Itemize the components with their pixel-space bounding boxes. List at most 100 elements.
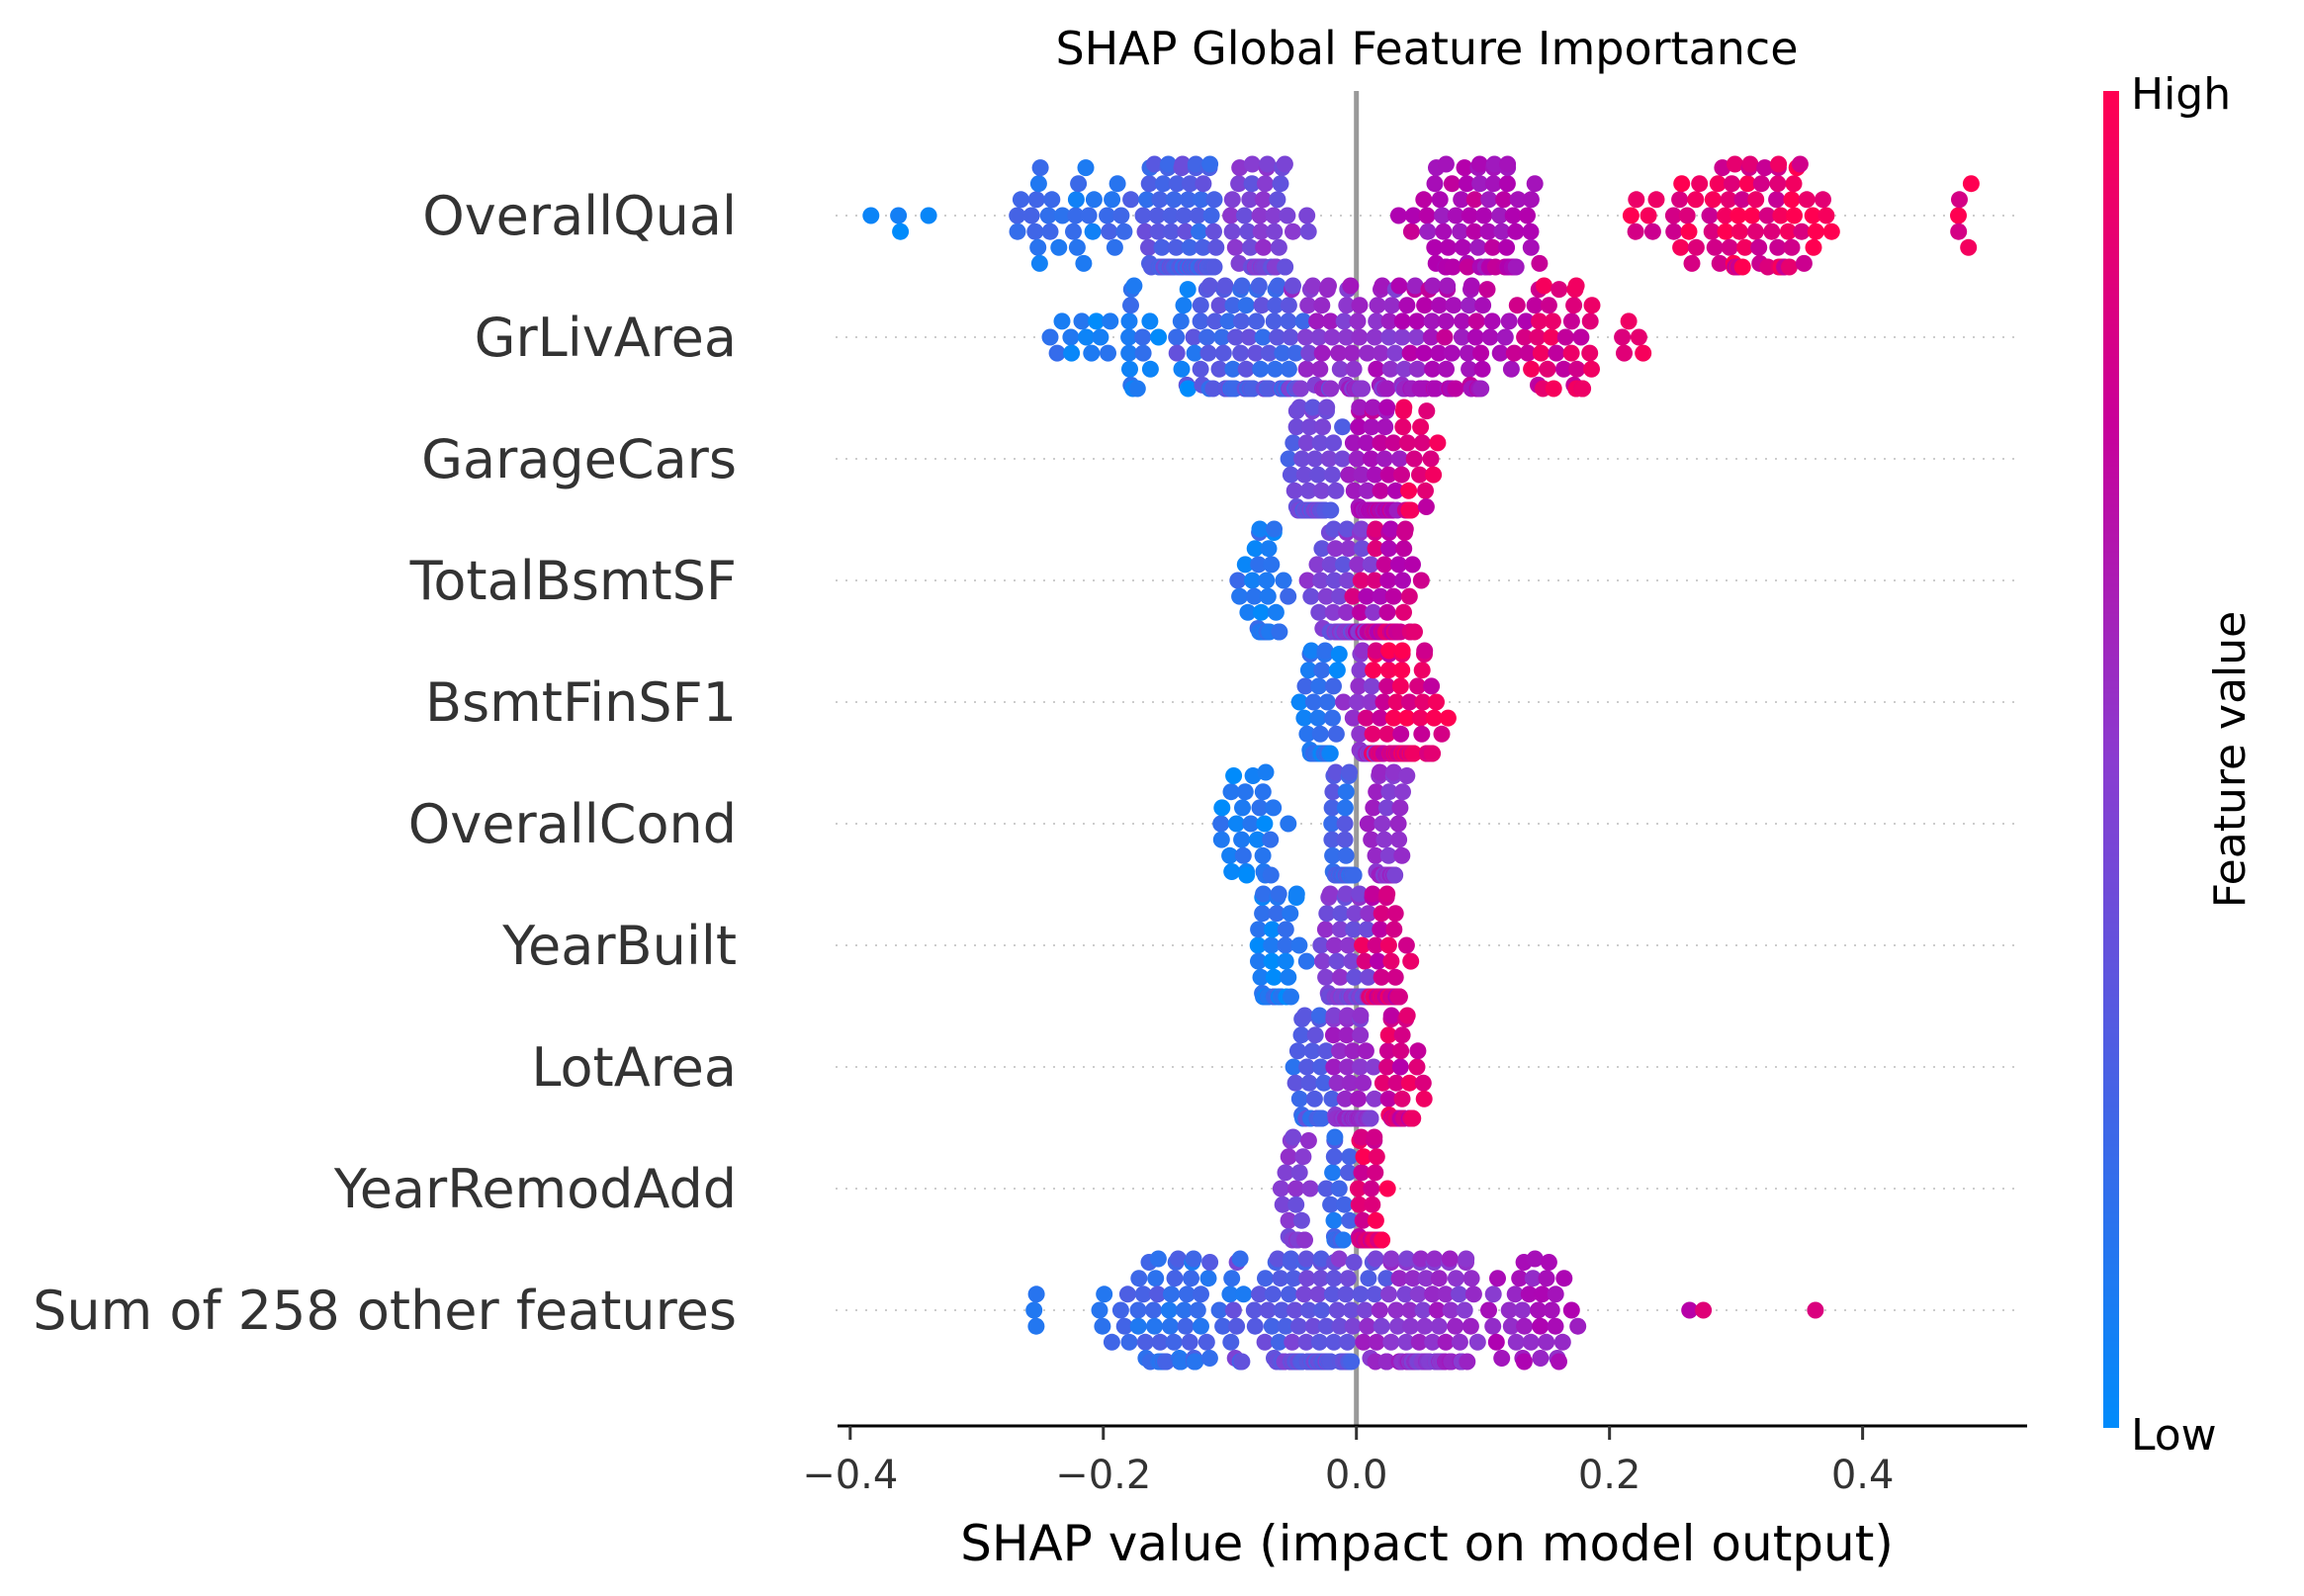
shap-point	[1359, 815, 1376, 833]
shap-point	[1129, 1317, 1147, 1335]
shap-point	[1532, 344, 1550, 362]
shap-point	[1508, 297, 1526, 314]
shap-point	[1029, 175, 1047, 193]
shap-point	[1364, 885, 1381, 903]
shap-point	[1379, 936, 1397, 954]
shap-point	[1680, 222, 1698, 240]
shap-point	[1349, 1180, 1367, 1197]
shap-point	[1437, 1333, 1455, 1351]
shap-point	[1363, 418, 1380, 436]
shap-point	[1352, 1286, 1370, 1303]
shap-point	[1372, 344, 1389, 362]
shap-point	[1397, 1333, 1415, 1351]
shap-point	[1711, 254, 1728, 272]
shap-point	[1276, 155, 1293, 173]
shap-point	[1532, 1350, 1550, 1367]
shap-point	[1300, 344, 1318, 362]
shap-point	[1681, 1301, 1699, 1319]
shap-point	[1337, 846, 1355, 864]
shap-point	[1480, 1301, 1497, 1319]
shap-point	[1484, 175, 1502, 193]
shap-point	[1367, 846, 1384, 864]
shap-point	[1298, 207, 1316, 224]
shap-point	[1386, 482, 1404, 499]
shap-point	[1277, 1317, 1294, 1335]
shap-point	[1342, 277, 1360, 295]
shap-point	[1160, 1301, 1178, 1319]
shap-point	[1224, 1301, 1242, 1319]
shap-point	[1505, 344, 1523, 362]
feature-label: GrLivArea	[475, 307, 737, 369]
shap-point	[1120, 344, 1138, 362]
shap-point	[1409, 1042, 1427, 1060]
shap-point	[1366, 1286, 1383, 1303]
shap-point	[1406, 277, 1424, 295]
shap-point	[1304, 399, 1322, 416]
shap-point	[1175, 297, 1193, 314]
shap-point	[1738, 175, 1756, 193]
shap-point	[1312, 572, 1330, 589]
shap-point	[1239, 222, 1257, 240]
shap-point	[1367, 936, 1384, 954]
shap-point	[1386, 968, 1404, 986]
shap-point	[1243, 155, 1261, 173]
shap-point	[1249, 936, 1267, 954]
shap-point	[1200, 1350, 1218, 1367]
shap-point	[1365, 662, 1382, 679]
shap-point	[1343, 344, 1361, 362]
shap-point	[1216, 277, 1234, 295]
shap-point	[1325, 1333, 1343, 1351]
shap-point	[1338, 297, 1356, 314]
shap-point	[1434, 207, 1452, 224]
shap-point	[1337, 1286, 1355, 1303]
shap-point	[1310, 1007, 1328, 1024]
feature-label: OverallCond	[408, 793, 737, 855]
shap-point	[1822, 222, 1840, 240]
shap-point	[1717, 207, 1734, 224]
x-tick-label: 0.0	[1325, 1453, 1388, 1498]
shap-point	[1554, 360, 1572, 378]
shap-point	[1416, 297, 1434, 314]
shap-point	[1185, 328, 1202, 346]
shap-point	[1530, 1301, 1548, 1319]
shap-point	[1502, 1317, 1520, 1335]
shap-point	[1695, 1301, 1713, 1319]
shap-point	[1511, 1270, 1529, 1287]
shap-point	[1377, 1270, 1395, 1287]
shap-point	[1269, 277, 1286, 295]
shap-point	[1431, 297, 1448, 314]
shap-point	[1227, 815, 1245, 833]
shap-point	[1359, 1317, 1376, 1335]
shap-point	[1454, 312, 1471, 330]
shap-point	[1484, 238, 1501, 256]
shap-point	[1379, 846, 1397, 864]
shap-point	[1352, 572, 1370, 589]
shap-point	[1149, 1250, 1167, 1268]
shap-point	[1339, 1007, 1356, 1024]
shap-point	[1581, 344, 1599, 362]
shap-point	[1328, 952, 1346, 970]
shap-point	[1103, 1333, 1120, 1351]
shap-point	[1285, 482, 1303, 499]
shap-point	[1425, 709, 1443, 727]
shap-point	[1340, 466, 1358, 484]
shap-point	[1514, 1301, 1532, 1319]
shap-point	[1290, 936, 1308, 954]
shap-point	[1179, 281, 1196, 299]
shap-point	[1349, 693, 1366, 711]
shap-point	[1484, 1317, 1502, 1335]
shap-point	[1260, 540, 1278, 558]
shap-point	[1179, 380, 1196, 398]
shap-point	[1154, 175, 1172, 193]
shap-point	[1369, 297, 1386, 314]
shap-point	[1027, 191, 1045, 209]
shap-point	[1304, 277, 1322, 295]
shap-point	[1480, 191, 1498, 209]
shap-point	[1370, 952, 1386, 970]
shap-point	[1210, 360, 1228, 378]
shap-point	[1384, 709, 1402, 727]
shap-point	[1504, 207, 1522, 224]
shap-point	[1309, 1286, 1327, 1303]
shap-point	[1366, 572, 1383, 589]
